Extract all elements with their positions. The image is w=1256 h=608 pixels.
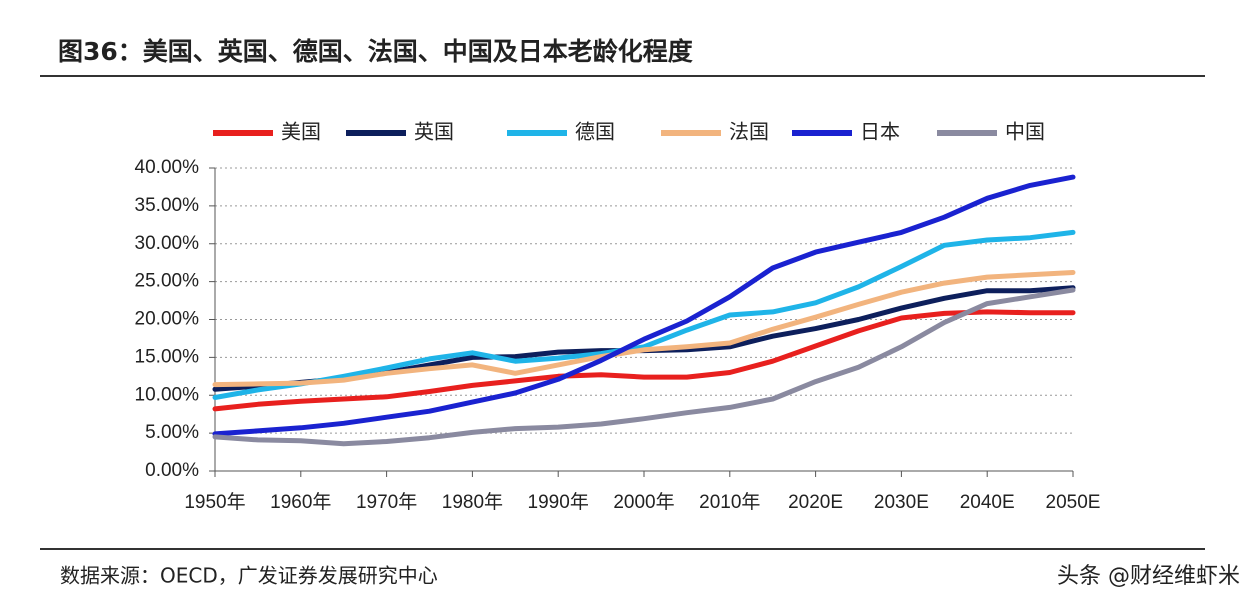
y-tick-label: 25.00% bbox=[135, 271, 200, 292]
x-tick-label: 1960年 bbox=[270, 491, 331, 513]
y-tick-label: 20.00% bbox=[135, 309, 200, 330]
legend-label: 德国 bbox=[575, 120, 615, 144]
x-tick-label: 2000年 bbox=[613, 491, 674, 513]
series-line bbox=[212, 229, 1076, 400]
legend-label: 英国 bbox=[414, 120, 454, 144]
legend-label: 美国 bbox=[281, 120, 321, 144]
x-tick-label: 2010年 bbox=[699, 491, 760, 513]
series-line bbox=[212, 287, 1076, 447]
y-tick-label: 30.00% bbox=[135, 233, 200, 254]
legend-label: 日本 bbox=[860, 120, 900, 144]
y-tick-label: 5.00% bbox=[145, 422, 199, 443]
legend-label: 法国 bbox=[729, 120, 769, 144]
x-tick-label: 2020E bbox=[788, 492, 843, 513]
x-tick-label: 2050E bbox=[1046, 492, 1101, 513]
legend-label: 中国 bbox=[1005, 120, 1045, 144]
series-line bbox=[212, 174, 1076, 437]
y-tick-label: 0.00% bbox=[145, 460, 199, 481]
x-tick-label: 2030E bbox=[874, 492, 929, 513]
y-tick-label: 35.00% bbox=[135, 195, 200, 216]
x-tick-label: 2040E bbox=[960, 492, 1015, 513]
x-tick-label: 1990年 bbox=[528, 491, 589, 513]
x-tick-label: 1950年 bbox=[184, 491, 245, 513]
chart-title: 图36：美国、英国、德国、法国、中国及日本老龄化程度 bbox=[58, 37, 693, 66]
source-note: 数据来源：OECD，广发证券发展研究中心 bbox=[60, 564, 438, 588]
y-tick-label: 15.00% bbox=[135, 346, 200, 367]
series-line bbox=[212, 270, 1076, 388]
y-tick-label: 10.00% bbox=[135, 384, 200, 405]
x-tick-label: 1980年 bbox=[442, 491, 503, 513]
y-tick-label: 40.00% bbox=[135, 157, 200, 178]
watermark: 头条 @财经维虾米 bbox=[1057, 564, 1240, 589]
series-line bbox=[212, 309, 1076, 412]
x-tick-label: 1970年 bbox=[356, 491, 417, 513]
